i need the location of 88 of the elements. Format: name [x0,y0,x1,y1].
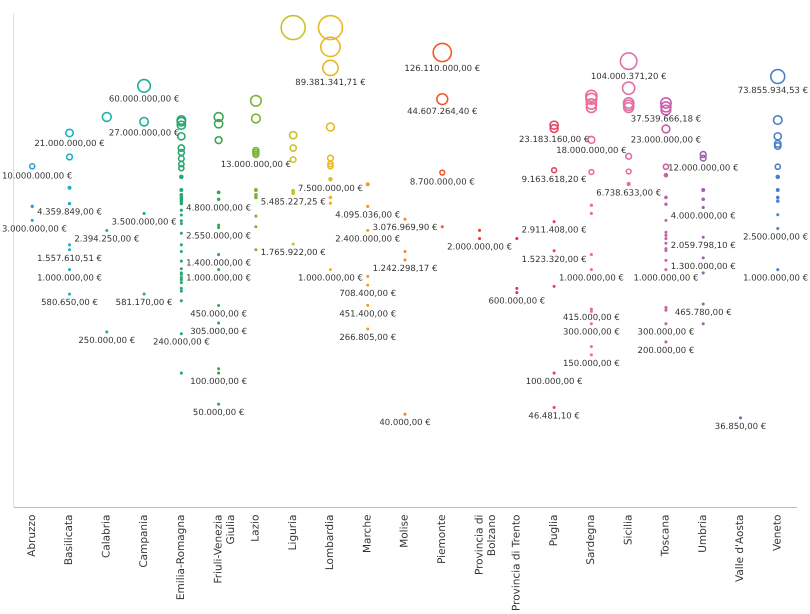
data-label: 2.500.000,00 € [743,232,808,243]
data-label: 100.000,00 € [190,377,248,388]
x-tick-label: Campania [138,514,150,568]
data-label: 3.076.969,90 € [372,223,438,234]
data-label: 4.000.000,00 € [670,212,736,222]
data-label: 4.800.000,00 € [186,203,252,214]
data-label: 1.300.000,00 € [670,262,736,272]
data-label: 36.850,00 € [714,422,766,432]
x-tick-label: Basilicata [63,514,76,566]
data-label: 150.000,00 € [562,358,620,369]
data-label: 23.000.000,00 € [630,135,702,146]
x-tick-label: Provincia di Trento [510,514,523,612]
x-tick-label: Sardegna [585,514,598,565]
x-tick-label: Puglia [548,514,560,546]
x-tick-label: Sicilia [622,514,634,546]
data-label: 2.000.000,00 € [447,242,512,253]
data-label: 240.000,00 € [152,338,210,348]
data-label: 73.855.934,53 € [738,86,808,96]
data-label: 27.000.000,00 € [108,128,180,138]
data-label: 2.394.250,00 € [74,234,140,244]
data-label: 1.000.000,00 € [558,274,624,284]
x-tick-label: Umbria [696,514,709,553]
data-label: 266.805,00 € [339,332,396,343]
data-label: 1.000.000,00 € [186,274,252,284]
data-label: 46.481,10 € [528,411,580,422]
x-tick-label: Liguria [286,514,299,550]
data-label: 37.539.666,18 € [630,114,702,124]
data-label: 600.000,00 € [488,296,546,307]
data-label: 12.000.000,00 € [668,163,738,174]
data-label: 6.738.633,00 € [596,188,662,199]
data-label: 1.242.298,17 € [372,264,438,274]
data-label: 1.400.000,00 € [186,258,252,269]
data-label: 60.000.000,00 € [108,94,180,105]
data-label: 415.000,00 € [562,313,620,324]
x-tick-label: Molise [398,514,411,548]
data-label: 2.400.000,00 € [335,234,400,244]
x-tick-label: Lazio [250,514,262,542]
data-label: 1.000.000,00 € [633,274,698,284]
data-label: 5.485.227,25 € [260,198,326,208]
x-tick-label: Provincia di Bolzano [473,514,498,576]
data-label: 18.000.000,00 € [556,146,627,156]
data-label: 200.000,00 € [638,346,694,356]
data-label: 1.000.000,00 € [743,274,808,284]
data-label: 7.500.000,00 € [298,184,363,194]
data-label: 1.765.922,00 € [260,248,326,258]
data-label: 1.000.000,00 € [37,274,102,284]
data-label: 50.000,00 € [192,408,244,418]
data-label: 44.607.264,40 € [407,107,478,118]
data-label: 100.000,00 € [526,377,582,388]
data-label: 300.000,00 € [562,328,620,338]
data-label: 2.911.408,00 € [522,226,587,236]
data-label: 580.650,00 € [41,298,98,308]
data-label: 451.400,00 € [339,309,396,320]
data-label: 21.000.000,00 € [34,139,105,150]
x-tick-label: Valle d'Aosta [734,514,746,582]
data-label: 450.000,00 € [190,310,248,320]
data-label: 40.000,00 € [379,418,431,428]
x-tick-label: Marche [361,514,374,554]
x-tick-label: Toscana [660,514,672,558]
x-tick-label: Veneto [771,514,784,552]
data-label: 3.500.000,00 € [112,217,177,228]
data-label: 126.110.000,00 € [404,64,480,74]
data-label: 300.000,00 € [638,328,694,338]
x-tick-label: Abruzzo [26,514,38,557]
x-tick-label: Emilia-Romagna [175,514,188,600]
data-label: 581.170,00 € [116,298,172,308]
data-label: 89.381.341,71 € [295,78,366,88]
x-tick-label: Friuli-Venezia Giulia [212,514,237,584]
data-label: 1.000.000,00 € [298,274,363,284]
data-label: 3.000.000,00 € [2,224,67,234]
data-label: 10.000.000,00 € [2,171,72,182]
data-label: 4.359.849,00 € [37,208,102,218]
data-label: 104.000.371,20 € [590,72,667,82]
data-label: 9.163.618,20 € [522,175,587,186]
data-label: 13.000.000,00 € [220,160,292,170]
data-label: 4.095.036,00 € [335,210,400,220]
data-label: 1.557.610,51 € [37,254,102,264]
data-label: 305.000,00 € [190,326,248,337]
data-label: 250.000,00 € [78,336,136,346]
data-label: 2.550.000,00 € [186,232,252,242]
x-tick-label: Piemonte [436,514,448,564]
x-tick-label: Calabria [100,514,113,558]
data-label: 2.059.798,10 € [670,241,736,252]
x-tick-label: Lombardia [324,514,336,570]
data-label: 8.700.000,00 € [410,177,475,188]
data-label: 1.523.320,00 € [522,254,587,265]
data-label: 708.400,00 € [339,289,396,300]
data-label: 465.780,00 € [674,308,732,318]
